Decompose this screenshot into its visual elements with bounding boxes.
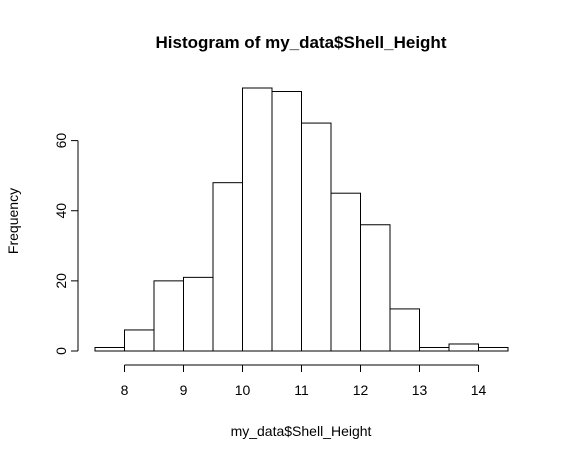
y-tick-label: 0 [53, 347, 69, 355]
histogram-bar [448, 343, 479, 352]
x-tick-label: 9 [180, 382, 188, 398]
histogram-bar [330, 192, 361, 352]
histogram-bar [271, 91, 302, 352]
y-axis: 0 20 40 60 [53, 133, 79, 355]
histogram-bar [360, 224, 391, 352]
y-tick-label: 20 [53, 273, 69, 289]
y-tick-label: 60 [53, 133, 69, 149]
x-axis: 8 9 10 11 12 13 14 [121, 364, 487, 398]
histogram-bar [212, 182, 243, 352]
x-tick-label: 12 [353, 382, 369, 398]
histogram-bar [419, 346, 450, 352]
histogram-bar [389, 308, 420, 352]
x-tick-label: 10 [235, 382, 251, 398]
histogram-bar [242, 87, 273, 352]
histogram-bar [301, 122, 332, 352]
bars-group [94, 87, 509, 352]
y-axis-label: Frequency [5, 188, 21, 254]
histogram-bar [183, 276, 214, 352]
x-tick-label: 11 [294, 382, 309, 398]
x-tick-label: 14 [471, 382, 487, 398]
y-tick-label: 40 [53, 203, 69, 219]
histogram-bar [124, 329, 155, 352]
chart-title: Histogram of my_data$Shell_Height [156, 33, 447, 52]
histogram-bar [478, 346, 509, 352]
histogram-bar [153, 280, 184, 352]
x-tick-label: 8 [121, 382, 129, 398]
histogram-bar [94, 346, 125, 352]
x-tick-label: 13 [412, 382, 428, 398]
x-axis-label: my_data$Shell_Height [231, 423, 372, 439]
